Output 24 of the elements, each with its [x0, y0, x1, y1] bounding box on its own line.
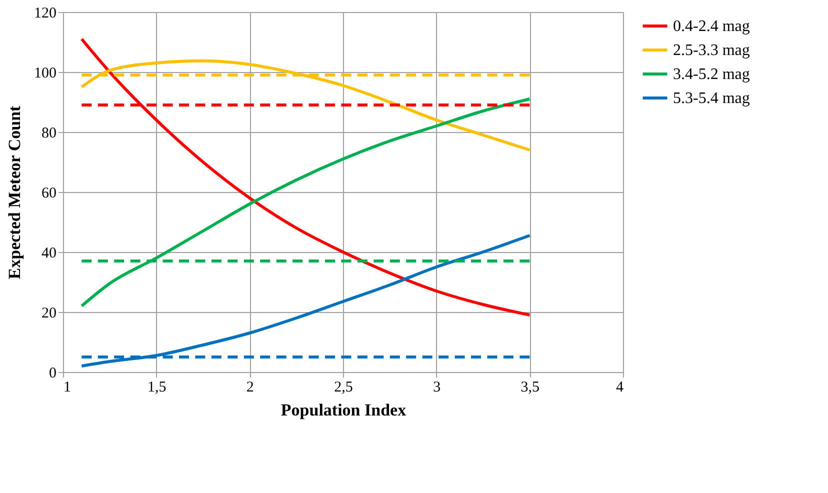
x-tick-label: 3,5	[520, 380, 540, 396]
x-tick-label: 3	[433, 380, 441, 396]
y-tick-label: 40	[42, 246, 56, 262]
x-tick-label: 1,5	[147, 380, 166, 396]
y-tick-label: 20	[42, 306, 56, 322]
line-series	[80, 234, 532, 368]
line-series	[80, 98, 532, 308]
x-axis-title: Population Index	[280, 400, 407, 420]
legend-label: 5.3-5.4 mag	[673, 90, 750, 107]
y-tick-label: 120	[34, 6, 56, 22]
legend-label: 2.5-3.3 mag	[673, 42, 750, 59]
y-tick-label: 60	[42, 186, 56, 202]
x-tick-label: 2	[246, 380, 254, 396]
legend-label: 3.4-5.2 mag	[673, 66, 750, 83]
y-tick-label: 80	[42, 126, 56, 142]
line-series	[80, 38, 532, 316]
line-series	[80, 59, 532, 152]
x-tick-label: 4	[616, 380, 624, 396]
legend-label: 0.4-2.4 mag	[673, 18, 750, 35]
y-axis-title: Expected Meteor Count	[5, 105, 24, 280]
x-tick-label: 2,5	[334, 380, 353, 396]
y-tick-label: 0	[49, 366, 56, 382]
y-tick-label: 100	[34, 66, 56, 82]
x-tick-label: 1	[64, 380, 71, 396]
